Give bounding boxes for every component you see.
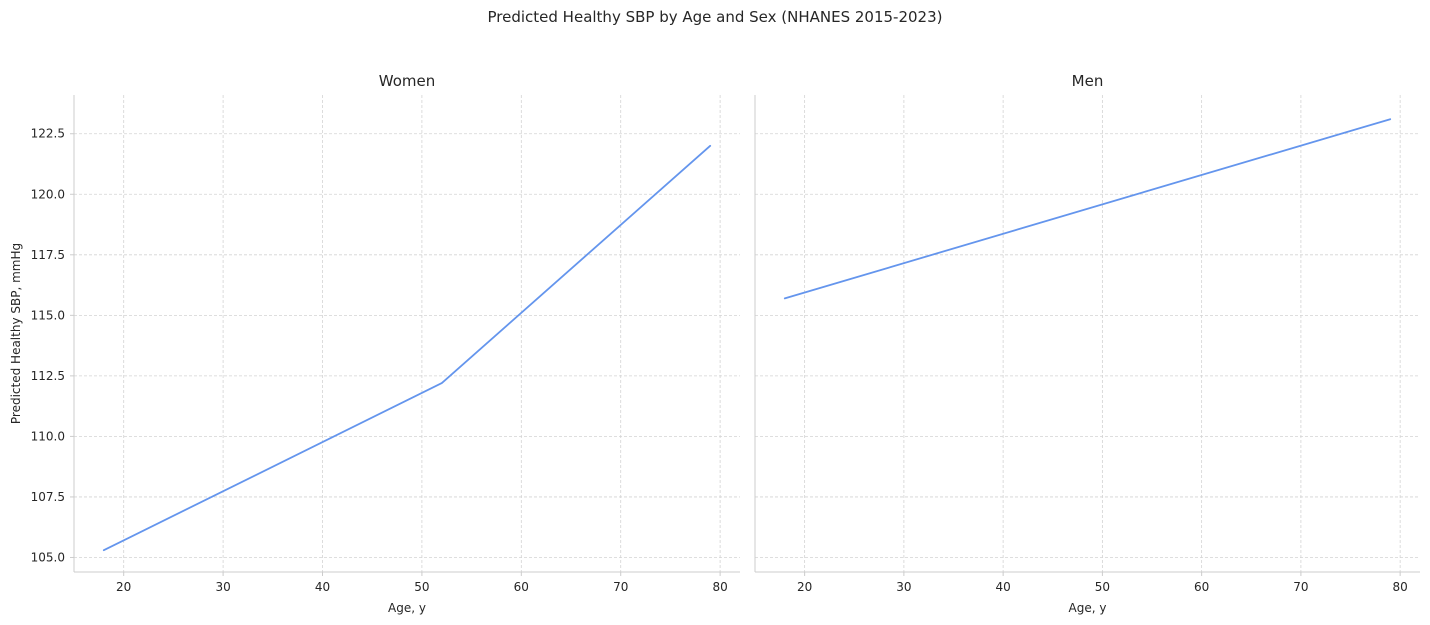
panel-men: 20 30 40 50 60 70 80 Men Age, y — [754, 72, 1420, 615]
x-tick-label: 70 — [1293, 580, 1308, 594]
x-axis-label: Age, y — [388, 601, 426, 615]
x-tick-label: 60 — [1194, 580, 1209, 594]
x-tick-label: 50 — [1095, 580, 1110, 594]
x-tick-label: 40 — [995, 580, 1010, 594]
x-tick-label: 70 — [613, 580, 628, 594]
panel-title: Men — [1072, 72, 1104, 90]
series-line — [102, 144, 712, 552]
y-tick-label: 112.5 — [31, 369, 65, 383]
x-tick-label: 20 — [797, 580, 812, 594]
x-tick-label: 30 — [896, 580, 911, 594]
y-tick-label: 120.0 — [31, 187, 65, 201]
x-tick-label: 80 — [712, 580, 727, 594]
y-tick-label: 115.0 — [31, 308, 65, 322]
figure-title: Predicted Healthy SBP by Age and Sex (NH… — [488, 8, 943, 26]
y-tick-label: 110.0 — [31, 429, 65, 443]
x-tick-label: 80 — [1393, 580, 1408, 594]
x-tick-label: 30 — [215, 580, 230, 594]
series-line — [783, 118, 1392, 300]
y-tick-label: 117.5 — [31, 248, 65, 262]
x-tick-label: 40 — [315, 580, 330, 594]
y-axis-label: Predicted Healthy SBP, mmHg — [9, 243, 23, 424]
x-axis-label: Age, y — [1069, 601, 1107, 615]
panel-women: 20 30 40 50 60 70 80 105.0 107.5 110.0 112.5 115.0 1… — [9, 72, 740, 615]
y-tick-label: 105.0 — [31, 550, 65, 564]
x-tick-label: 60 — [514, 580, 529, 594]
y-tick-label: 122.5 — [31, 127, 65, 141]
panel-title: Women — [379, 72, 435, 90]
x-tick-label: 50 — [414, 580, 429, 594]
x-tick-label: 20 — [116, 580, 131, 594]
y-tick-label: 107.5 — [31, 490, 65, 504]
